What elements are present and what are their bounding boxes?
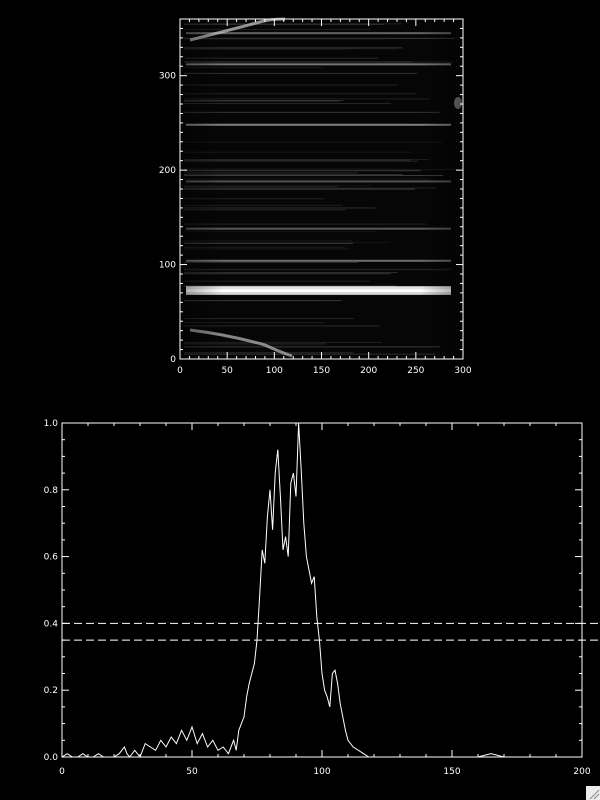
heatmap-panel: 0 50 100 150 200 250 300 0 100 200 300 xyxy=(159,17,472,376)
line-y-tick-label: 1.0 xyxy=(44,419,59,429)
line-y-tick-label: 0.6 xyxy=(44,553,59,563)
heatmap-x-tick-label: 250 xyxy=(407,366,424,376)
line-x-tick-label: 100 xyxy=(313,767,330,777)
resize-grip-icon[interactable] xyxy=(586,786,600,800)
heatmap-x-tick-label: 300 xyxy=(454,366,471,376)
line-y-tick-label: 0.2 xyxy=(44,686,58,696)
series-line xyxy=(61,422,582,759)
heatmap-axes: 0 50 100 150 200 250 300 0 100 200 300 xyxy=(159,19,472,376)
line-plot-axes: 0 50 100 150 200 0.0 0.2 0.4 0.6 0.8 1.0 xyxy=(44,419,591,777)
heatmap-x-tick-label: 0 xyxy=(177,366,183,376)
heatmap-y-tick-label: 300 xyxy=(159,72,176,82)
heatmap-vignette xyxy=(180,19,463,359)
line-x-tick-label: 150 xyxy=(443,767,460,777)
line-plot-series xyxy=(61,422,582,759)
heatmap-x-tick-label: 100 xyxy=(266,366,283,376)
heatmap-y-tick-label: 200 xyxy=(159,166,176,176)
line-y-tick-label: 0.4 xyxy=(44,619,59,629)
heatmap-y-tick-label: 100 xyxy=(159,261,176,271)
line-plot-frame xyxy=(61,422,583,758)
line-plot-panel: 0 50 100 150 200 0.0 0.2 0.4 0.6 0.8 1.0 xyxy=(44,419,598,777)
heatmap-x-tick-label: 150 xyxy=(313,366,330,376)
heatmap-y-tick-label: 0 xyxy=(170,355,176,365)
line-x-tick-label: 200 xyxy=(573,767,590,777)
line-plot-reference-lines xyxy=(62,622,598,641)
line-x-tick-label: 50 xyxy=(186,767,198,777)
heatmap-x-tick-label: 200 xyxy=(360,366,377,376)
resize-grip-glyph xyxy=(589,789,600,800)
line-x-tick-label: 0 xyxy=(59,767,65,777)
line-y-tick-label: 0.8 xyxy=(44,486,59,496)
heatmap-x-tick-label: 50 xyxy=(221,366,233,376)
line-y-tick-label: 0.0 xyxy=(44,753,59,763)
